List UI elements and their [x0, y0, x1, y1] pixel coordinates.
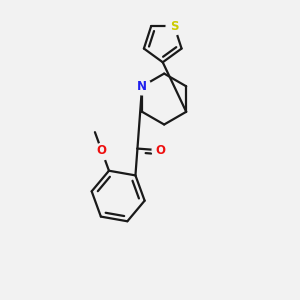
Text: N: N — [137, 80, 147, 93]
Text: S: S — [170, 20, 178, 33]
Text: O: O — [155, 144, 165, 157]
Text: O: O — [97, 144, 107, 157]
